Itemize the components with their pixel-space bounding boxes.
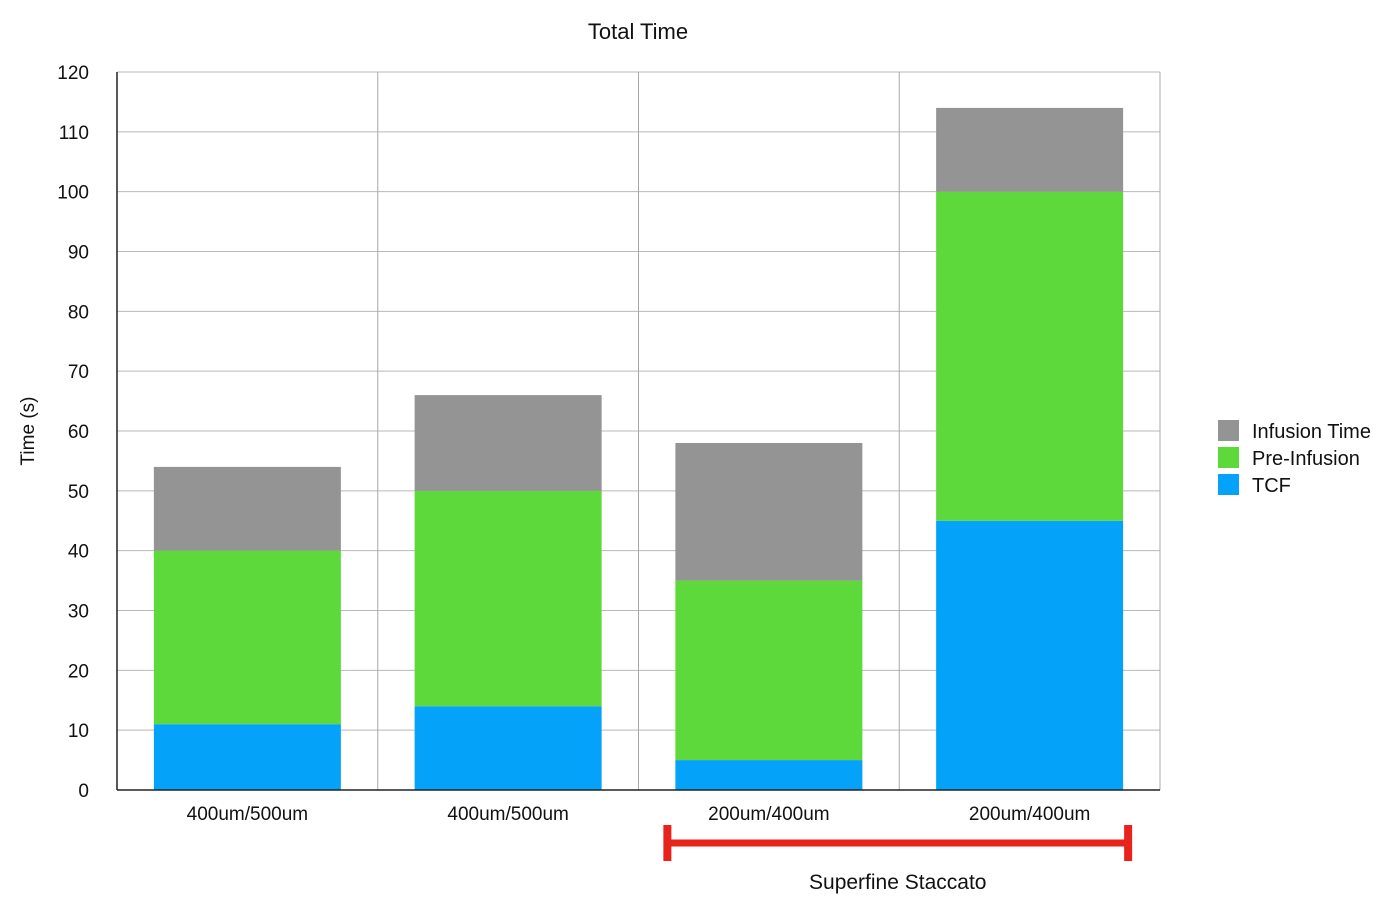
axes — [116, 72, 1160, 791]
annotation-label: Superfine Staccato — [809, 871, 986, 894]
bar-segment — [936, 520, 1124, 790]
bar-segment — [936, 191, 1124, 521]
legend-label: Infusion Time — [1252, 421, 1371, 443]
y-tick-label: 20 — [68, 661, 89, 682]
chart-title: Total Time — [588, 19, 688, 44]
y-tick-label: 30 — [68, 602, 89, 623]
bar-segment — [414, 706, 602, 790]
annotation: Superfine Staccato — [663, 825, 1133, 894]
legend-label: Pre-Infusion — [1252, 448, 1360, 470]
bar-segment — [153, 550, 341, 725]
bars — [153, 107, 1124, 790]
tick-labels: 0 10 20 30 40 50 60 70 80 90 100 110 120 400um/500um 4… — [57, 63, 1090, 825]
bar-segment — [153, 466, 341, 551]
bar-segment — [936, 107, 1124, 192]
x-tick-label: 400um/500um — [447, 804, 568, 825]
y-tick-label: 80 — [68, 302, 89, 323]
x-tick-label: 400um/500um — [187, 804, 308, 825]
bar-segment — [414, 395, 602, 491]
y-axis-label: Time (s) — [18, 397, 39, 466]
y-tick-label: 40 — [68, 542, 89, 563]
grid-lines — [117, 71, 1161, 790]
y-tick-label: 100 — [57, 183, 89, 204]
legend-swatch — [1218, 420, 1239, 441]
bar-segment — [675, 760, 863, 790]
x-tick-label: 200um/400um — [969, 804, 1090, 825]
y-tick-label: 70 — [68, 362, 89, 383]
bar-segment — [414, 490, 602, 707]
legend-label: TCF — [1252, 475, 1291, 497]
y-tick-label: 120 — [57, 63, 89, 84]
legend: Infusion Time Pre-Infusion TCF — [1218, 420, 1371, 497]
bar-segment — [675, 580, 863, 761]
y-tick-label: 10 — [68, 721, 89, 742]
legend-swatch — [1218, 474, 1239, 495]
bar-segment — [153, 724, 341, 790]
y-tick-label: 0 — [78, 781, 89, 802]
bar-segment — [675, 442, 863, 581]
y-tick-label: 90 — [68, 243, 89, 264]
x-tick-label: 200um/400um — [708, 804, 829, 825]
y-tick-label: 110 — [59, 123, 89, 144]
y-tick-label: 60 — [68, 422, 89, 443]
y-tick-label: 50 — [68, 482, 89, 503]
legend-swatch — [1218, 447, 1239, 468]
